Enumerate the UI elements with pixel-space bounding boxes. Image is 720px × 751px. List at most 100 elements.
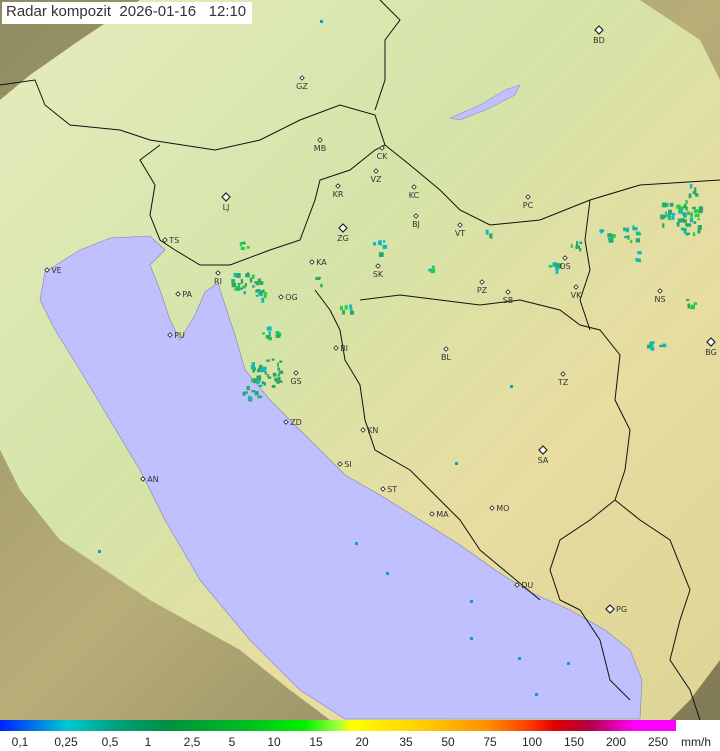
echo-pixel [690,304,696,310]
city-gz: GZ [296,75,308,91]
echo-pixel [685,223,688,226]
city-marker-icon [335,183,341,189]
city-kn: KN [360,426,378,435]
echo-pixel [386,572,389,575]
echo-pixel [575,245,581,249]
city-marker-icon [175,291,181,297]
echo-pixel [256,375,262,381]
echo-pixel [428,268,431,272]
city-marker-icon [309,259,315,265]
echo-pixel [237,282,241,286]
city-pa: PA [175,290,193,299]
city-label: RI [214,277,222,286]
city-marker-icon [221,192,231,202]
city-marker-icon [333,345,339,351]
sea-adriatic [39,235,643,720]
echo-pixel [667,213,671,219]
echo-pixel [253,367,257,371]
city-marker-icon [657,288,663,294]
city-marker-icon [562,255,568,261]
city-label: MO [496,504,509,513]
echo-pixel [555,263,561,268]
echo-pixel [535,693,538,696]
echo-pixel [659,344,663,348]
city-marker-icon [140,476,146,482]
echo-pixel [662,343,667,348]
echo-pixel [233,273,237,278]
echo-pixel [683,213,687,218]
echo-pixel [431,265,435,268]
echo-pixel [608,237,614,243]
city-label: KC [409,191,420,200]
echo-pixel [258,384,263,388]
legend-tick: 1 [144,735,152,749]
echo-pixel [687,303,691,309]
city-bd: BD [593,25,605,45]
echo-pixel [261,381,265,385]
echo-pixel [699,206,703,210]
city-pu: PU [167,331,185,340]
echo-pixel [624,236,628,239]
city-label: PZ [477,286,488,295]
borders [0,0,720,720]
echo-pixel [235,286,240,291]
echo-pixel [240,279,244,284]
city-label: NS [654,295,665,304]
echo-pixel [268,326,272,329]
city-marker-icon [379,145,385,151]
echo-pixel [685,200,688,205]
city-ve: VE [44,266,62,275]
city-label: BI [340,344,348,353]
echo-pixel [695,193,699,197]
echo-pixel [268,331,271,336]
city-label: PG [616,605,627,614]
echo-pixel [677,222,680,227]
echo-pixel [266,359,270,362]
city-kr: KR [333,183,344,199]
echo-pixel [258,281,264,285]
city-label: VK [571,291,582,300]
city-sa: SA [538,445,549,465]
echo-pixel [271,384,276,388]
echo-pixel [267,376,272,379]
echo-pixel [279,360,283,363]
city-bg: BG [705,337,717,357]
echo-pixel [693,221,697,224]
echo-pixel [662,223,665,228]
echo-pixel [277,367,281,371]
city-kc: KC [409,184,420,200]
city-zg: ZG [337,223,349,243]
echo-pixel [261,297,265,303]
city-label: LJ [223,203,230,212]
city-label: PA [182,290,192,299]
echo-pixel [685,232,689,236]
city-marker-icon [538,445,548,455]
city-gs: GS [290,370,302,386]
echo-pixel [694,213,700,218]
echo-pixel [254,281,258,284]
city-label: SK [373,270,384,279]
city-label: SA [538,456,549,465]
echo-pixel [262,366,267,371]
city-marker-icon [162,237,168,243]
city-si: SI [337,460,352,469]
legend-tick: 10 [267,735,281,749]
echo-pixel [694,187,697,191]
colorbar-legend: 0,1 0,25 0,5 1 2,5 5 10 15 20 35 50 75 100 150 200 250 m… [0,735,720,751]
echo-pixel [685,223,690,227]
echo-pixel [264,370,267,375]
echo-pixel [697,225,702,230]
echo-pixel [485,229,489,235]
echo-pixel [274,377,278,382]
echo-pixel [690,212,693,217]
echo-pixel [243,391,248,394]
city-marker-icon [560,371,566,377]
city-label: ZD [290,418,302,427]
echo-pixel [637,251,642,255]
city-label: OG [285,293,298,302]
city-marker-icon [215,270,221,276]
echo-pixel [683,204,687,208]
echo-pixel [251,390,256,393]
echo-pixel [349,304,353,309]
city-ns: NS [654,288,666,304]
